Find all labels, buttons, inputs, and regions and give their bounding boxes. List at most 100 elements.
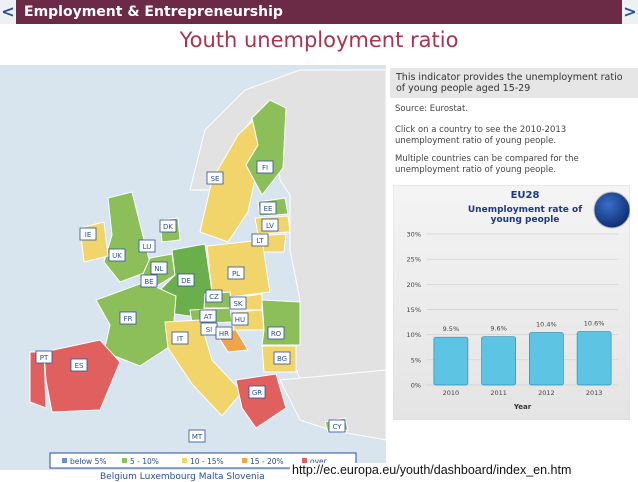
country-label-box bbox=[256, 160, 274, 174]
country-label: SE bbox=[211, 175, 220, 183]
country-label-box bbox=[188, 429, 206, 443]
legend-label: 5 - 10% bbox=[130, 457, 159, 466]
url: http://ec.europa.eu/youth/dashboard/inde… bbox=[290, 463, 574, 477]
eu-flag bbox=[593, 191, 630, 229]
country-label-box bbox=[138, 239, 156, 253]
top-bar bbox=[0, 0, 638, 24]
legend-swatch bbox=[62, 458, 67, 463]
country bbox=[43, 339, 121, 413]
country-label: SI bbox=[206, 326, 213, 334]
country-label: PL bbox=[232, 270, 240, 278]
value-label: 10.4% bbox=[536, 321, 557, 329]
legend-swatch bbox=[242, 458, 247, 463]
country-label: IE bbox=[85, 231, 92, 239]
bar bbox=[529, 332, 564, 386]
compare-text: Multiple countries can be compared for t… bbox=[395, 154, 579, 175]
country-label-box bbox=[35, 350, 53, 364]
country-label: CZ bbox=[209, 293, 219, 301]
y-tick-label: 15% bbox=[407, 306, 421, 314]
country-label: LV bbox=[266, 222, 274, 230]
country-label-box bbox=[261, 218, 279, 232]
x-axis-label: Year bbox=[513, 403, 532, 411]
x-tick-label: 2013 bbox=[586, 389, 603, 397]
country-label-box bbox=[206, 171, 224, 185]
country-label-box bbox=[119, 311, 137, 325]
country-label-box bbox=[267, 326, 285, 340]
country-label-box bbox=[171, 331, 189, 345]
bar-chart: 0% 5% 10% 15% 20% 25% 30% 9.5% 2010 9.6% 2011 10.4%… bbox=[393, 185, 630, 420]
chart-subtitle: Unemployment rate of young people bbox=[467, 205, 583, 225]
y-tick-label: 0% bbox=[411, 382, 421, 390]
country-label-box bbox=[79, 227, 97, 241]
legend-label: below 5% bbox=[70, 457, 106, 466]
country-label-box bbox=[251, 233, 269, 247]
country-label-box bbox=[273, 351, 291, 365]
country-label: GR bbox=[252, 389, 262, 397]
x-tick-label: 2010 bbox=[443, 389, 460, 397]
country-label-box bbox=[70, 358, 88, 372]
country-label-box bbox=[140, 274, 158, 288]
country-label-box bbox=[108, 248, 126, 262]
country-label: IT bbox=[177, 335, 184, 343]
country-label-box bbox=[248, 385, 266, 399]
legend-label: over bbox=[310, 457, 328, 466]
non-eu-land bbox=[279, 369, 386, 441]
source-text: Source: Eurostat. bbox=[395, 104, 469, 114]
country-label-box bbox=[150, 261, 168, 275]
legend-label: 15 - 20% bbox=[250, 457, 284, 466]
country-label: BG bbox=[277, 355, 287, 363]
country-label-box bbox=[205, 289, 223, 303]
country-label-box bbox=[231, 312, 249, 326]
x-tick-label: 2012 bbox=[538, 389, 555, 397]
country-label: FR bbox=[124, 315, 133, 323]
country-label-box bbox=[199, 309, 217, 323]
country-label: HR bbox=[219, 330, 229, 338]
page-title: Youth unemployment ratio bbox=[179, 28, 459, 52]
next-button[interactable]: > bbox=[622, 0, 638, 24]
instructions-text: Click on a country to see the 2010-2013 … bbox=[395, 125, 567, 146]
bar bbox=[576, 331, 612, 386]
country-label: NL bbox=[154, 265, 163, 273]
country-label: RO bbox=[271, 330, 282, 338]
chart-title: EU28 bbox=[510, 190, 540, 201]
country-label-box bbox=[259, 201, 277, 215]
y-tick-label: 5% bbox=[411, 356, 421, 364]
legend-box bbox=[49, 452, 357, 469]
country-label-box bbox=[328, 419, 346, 433]
y-tick-label: 30% bbox=[407, 231, 421, 239]
country-label: DE bbox=[181, 277, 191, 285]
country-label: AT bbox=[204, 313, 213, 321]
intro-text: This indicator provides the unemployment… bbox=[390, 68, 638, 98]
country bbox=[235, 373, 287, 429]
y-tick-label: 10% bbox=[407, 331, 421, 339]
country-label: BE bbox=[144, 278, 153, 286]
country-label-box bbox=[159, 219, 177, 233]
country-label: LT bbox=[256, 237, 264, 245]
country-label-box bbox=[177, 273, 195, 287]
country-label: UK bbox=[112, 252, 122, 260]
country-label: LU bbox=[143, 243, 152, 251]
country-label: PT bbox=[40, 354, 49, 362]
section-title: Employment & Entrepreneurship bbox=[24, 4, 283, 20]
legend-label: 10 - 15% bbox=[190, 457, 224, 466]
bar bbox=[433, 336, 469, 386]
y-tick-label: 25% bbox=[407, 256, 421, 264]
y-tick-label: 20% bbox=[407, 281, 421, 289]
bar bbox=[481, 336, 516, 386]
prev-button[interactable]: < bbox=[0, 0, 16, 24]
value-label: 9.5% bbox=[443, 325, 460, 333]
country-label-box bbox=[215, 326, 233, 340]
x-tick-label: 2011 bbox=[490, 389, 507, 397]
country-label-box bbox=[229, 296, 247, 310]
value-label: 9.6% bbox=[490, 325, 507, 333]
country-label: CY bbox=[332, 423, 342, 431]
country-label: SK bbox=[233, 300, 242, 308]
country-label-box bbox=[227, 266, 245, 280]
country-label: ES bbox=[75, 362, 84, 370]
country-label: EE bbox=[264, 205, 273, 213]
value-label: 10.6% bbox=[584, 320, 605, 328]
legend-swatch bbox=[122, 458, 127, 463]
country-label: FI bbox=[262, 164, 268, 172]
